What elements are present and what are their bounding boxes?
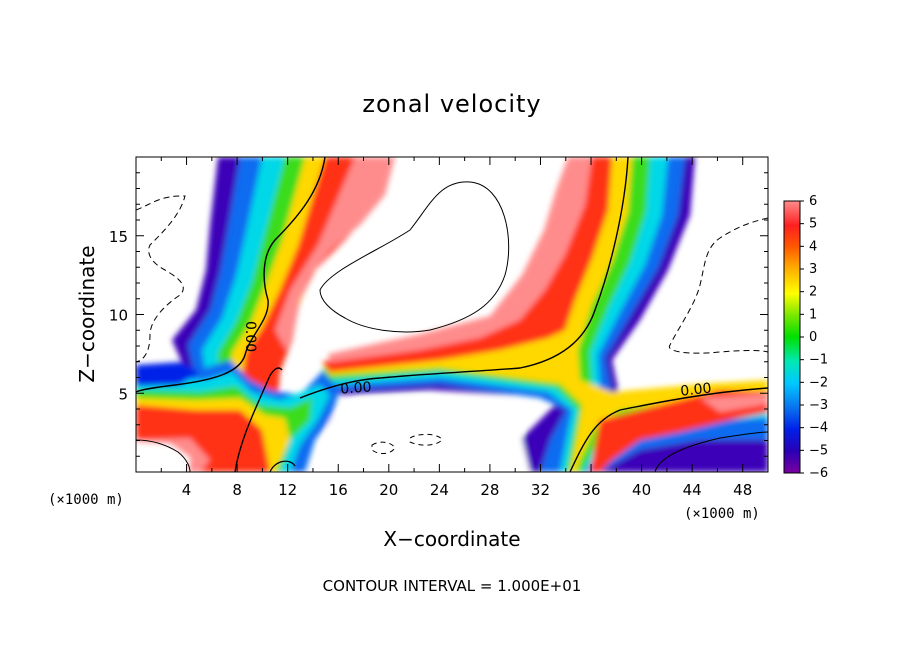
lower-left-white	[136, 442, 190, 472]
contour-labels: 0.00 0.00 0.00	[242, 321, 713, 400]
lower-right-pink	[700, 394, 768, 412]
y-tick-label: 5	[118, 385, 128, 403]
x-unit-left: (×1000 m)	[48, 492, 124, 508]
positive-contour-right	[654, 431, 768, 472]
x-axis-ticks: 4 8 12 16 20 24 28 32 36 40 44 48	[160, 157, 752, 499]
contour-label: 0.00	[680, 381, 713, 400]
right-plume-pink	[328, 157, 592, 362]
x-tick-label: 32	[531, 481, 550, 499]
right-plume-red	[322, 157, 612, 372]
x-tick-label: 12	[278, 481, 297, 499]
x-tick-label: 4	[182, 481, 192, 499]
colorbar-tick-label: −4	[809, 421, 828, 436]
zero-contour-right-lower	[569, 387, 768, 472]
y-axis-label: Z−coordinate	[75, 245, 99, 382]
zero-contour-left	[136, 157, 326, 393]
positive-contour-corner	[136, 439, 191, 472]
colorbar: 6 5 4 3 2 1 0 −1 −2 −3 −4 −5 −6	[783, 194, 828, 481]
negative-contour-small-b	[409, 433, 443, 446]
x-tick-label: 28	[480, 481, 499, 499]
y-axis-ticks: 5 10 15	[109, 172, 768, 457]
left-plume-pink	[275, 157, 395, 350]
colorbar-tick-label: −3	[809, 398, 828, 413]
colorbar-tick-label: 2	[809, 285, 817, 300]
x-tick-label: 20	[379, 481, 398, 499]
velocity-field	[136, 157, 768, 472]
chart-title: zonal velocity	[362, 90, 541, 118]
x-tick-label: 48	[733, 481, 752, 499]
x-tick-label: 44	[683, 481, 702, 499]
colorbar-tick-label: −6	[809, 466, 828, 481]
colorbar-tick-label: −5	[809, 443, 828, 458]
left-edge-band	[136, 362, 200, 386]
x-tick-label: 40	[632, 481, 651, 499]
contour-label: 0.00	[242, 321, 258, 352]
contour-label: 0.00	[340, 379, 372, 397]
negative-contour-small-a	[371, 441, 396, 454]
colorbar-fill	[784, 201, 800, 473]
negative-contour-right	[668, 217, 768, 354]
colorbar-tick-label: 3	[809, 262, 817, 277]
colorbar-tick-label: 1	[809, 307, 817, 322]
zero-contour-left-lower	[234, 367, 283, 472]
colorbar-ticks: 6 5 4 3 2 1 0 −1 −2 −3 −4 −5 −6	[800, 194, 828, 481]
zero-contour-small	[269, 460, 296, 472]
colorbar-tick-label: −2	[809, 375, 828, 390]
zero-contour-center	[299, 157, 629, 399]
colorbar-tick-label: 0	[809, 330, 817, 345]
lower-center-white	[320, 398, 530, 472]
contour-lines	[136, 157, 768, 472]
colorbar-tick-label: 6	[809, 194, 817, 209]
contour-interval-note: CONTOUR INTERVAL = 1.000E+01	[323, 577, 582, 595]
x-unit-right: (×1000 m)	[684, 506, 760, 522]
x-tick-label: 8	[232, 481, 242, 499]
colorbar-tick-label: 4	[809, 239, 817, 254]
x-tick-label: 36	[581, 481, 600, 499]
positive-contour-top	[319, 181, 510, 333]
negative-contour-left	[136, 195, 186, 363]
y-tick-label: 10	[109, 307, 128, 325]
x-tick-label: 24	[430, 481, 449, 499]
x-axis-label: X−coordinate	[383, 527, 520, 551]
y-tick-label: 15	[109, 228, 128, 246]
x-tick-label: 16	[329, 481, 348, 499]
colorbar-tick-label: −1	[809, 353, 828, 368]
colorbar-tick-label: 5	[809, 217, 817, 232]
